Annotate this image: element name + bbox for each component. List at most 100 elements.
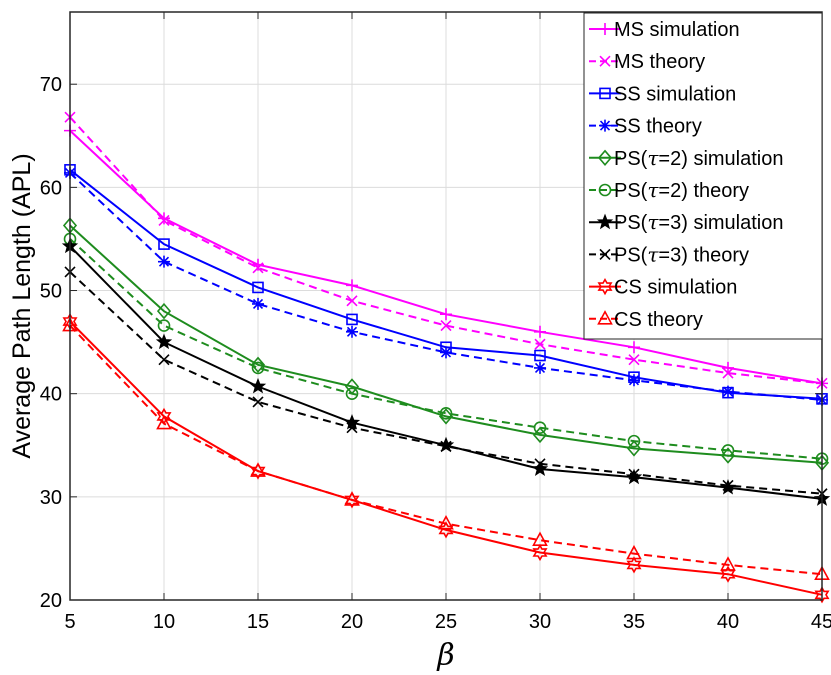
marker-star (249, 377, 267, 394)
marker-x (534, 338, 546, 350)
legend-box (583, 12, 823, 340)
marker-hexagram (814, 586, 830, 604)
legend-entry: CS simulation (589, 277, 737, 299)
marker-triangle (532, 531, 548, 546)
marker-diamond (250, 356, 266, 374)
marker-triangle (250, 462, 266, 477)
marker-x (599, 248, 611, 260)
marker-star (155, 333, 173, 350)
marker-triangle (156, 414, 172, 430)
marker-square (252, 281, 264, 294)
marker-plus (628, 341, 640, 354)
marker-star (531, 460, 549, 477)
marker-x (534, 458, 546, 470)
marker-x (440, 320, 452, 332)
legend-label: CS simulation (614, 277, 737, 299)
x-tick-label: 20 (341, 611, 363, 633)
marker-triangle (720, 556, 736, 571)
marker-hexagram (626, 556, 642, 574)
y-tick-label: 20 (40, 590, 62, 612)
marker-x (440, 440, 452, 452)
marker-plus (346, 279, 358, 292)
marker-square (599, 87, 611, 100)
marker-star (625, 468, 643, 485)
x-axis-label: β (436, 638, 454, 673)
marker-x (628, 468, 640, 480)
marker-square (346, 313, 358, 326)
marker-hexagram (532, 543, 548, 562)
marker-x (252, 262, 264, 274)
marker-x (158, 354, 170, 366)
series-ps-2-simulation (62, 217, 830, 472)
marker-diamond (156, 302, 172, 320)
legend-label: PS(τ=3) simulation (614, 210, 783, 234)
marker-circle (251, 361, 265, 375)
marker-x (346, 295, 358, 307)
marker-x (252, 396, 264, 408)
marker-diamond (532, 426, 548, 444)
marker-asterisk (440, 346, 452, 359)
marker-x (158, 214, 170, 226)
y-tick-label: 30 (40, 487, 62, 509)
legend-label: SS theory (614, 116, 702, 138)
legend-entry: MS simulation (589, 19, 740, 41)
marker-asterisk (628, 374, 640, 387)
series-line (69, 116, 823, 385)
marker-x (346, 422, 358, 434)
marker-x (599, 55, 611, 67)
marker-square (534, 349, 546, 362)
marker-circle (439, 406, 453, 420)
series-line (69, 324, 823, 576)
series-line (69, 172, 823, 401)
marker-diamond (438, 408, 454, 425)
legend-entry: PS(τ=2) theory (589, 178, 749, 202)
marker-circle (627, 434, 641, 448)
series-line (69, 224, 823, 464)
y-tick-label: 60 (40, 177, 62, 199)
marker-x (722, 479, 734, 492)
x-tick-label: 25 (435, 611, 457, 633)
marker-x (628, 354, 640, 366)
legend-entry: PS(τ=2) simulation (589, 146, 783, 170)
y-tick-label: 40 (40, 384, 62, 406)
y-tick-label: 50 (40, 281, 62, 303)
marker-circle (345, 387, 359, 400)
marker-circle (598, 183, 612, 197)
legend-entry: SS simulation (589, 83, 736, 105)
marker-hexagram (344, 491, 360, 509)
marker-plus (599, 23, 611, 35)
marker-triangle (438, 514, 454, 530)
legend-label: SS simulation (614, 83, 736, 105)
x-tick-label: 40 (717, 611, 739, 633)
marker-circle (157, 319, 171, 332)
marker-x (722, 367, 734, 379)
marker-plus (534, 325, 546, 338)
series-line (69, 271, 823, 495)
marker-triangle (344, 491, 360, 506)
x-tick-label: 35 (623, 611, 645, 633)
x-tick-label: 45 (811, 611, 831, 633)
x-tick-label: 10 (153, 611, 175, 633)
x-tick-label: 5 (64, 611, 75, 633)
x-tick-label: 30 (529, 611, 551, 633)
marker-plus (158, 212, 170, 225)
marker-asterisk (346, 325, 358, 338)
legend-label: PS(τ=3) theory (614, 242, 749, 266)
legend-label: CS theory (614, 309, 703, 331)
series-line (69, 238, 823, 460)
marker-plus (722, 361, 734, 374)
series-ms-theory (64, 111, 828, 389)
legend-entry: CS theory (589, 309, 703, 331)
marker-circle (533, 421, 547, 435)
marker-asterisk (534, 361, 546, 374)
marker-star (343, 413, 361, 430)
marker-diamond (597, 149, 613, 167)
legend-entry: SS theory (589, 116, 702, 138)
legend: MS simulation MS theory SS simulation SS th… (583, 12, 823, 340)
marker-circle (721, 444, 735, 457)
marker-asterisk (158, 255, 170, 268)
legend-label: MS simulation (614, 19, 740, 41)
legend-label: PS(τ=2) theory (614, 178, 749, 202)
marker-triangle (597, 310, 613, 325)
